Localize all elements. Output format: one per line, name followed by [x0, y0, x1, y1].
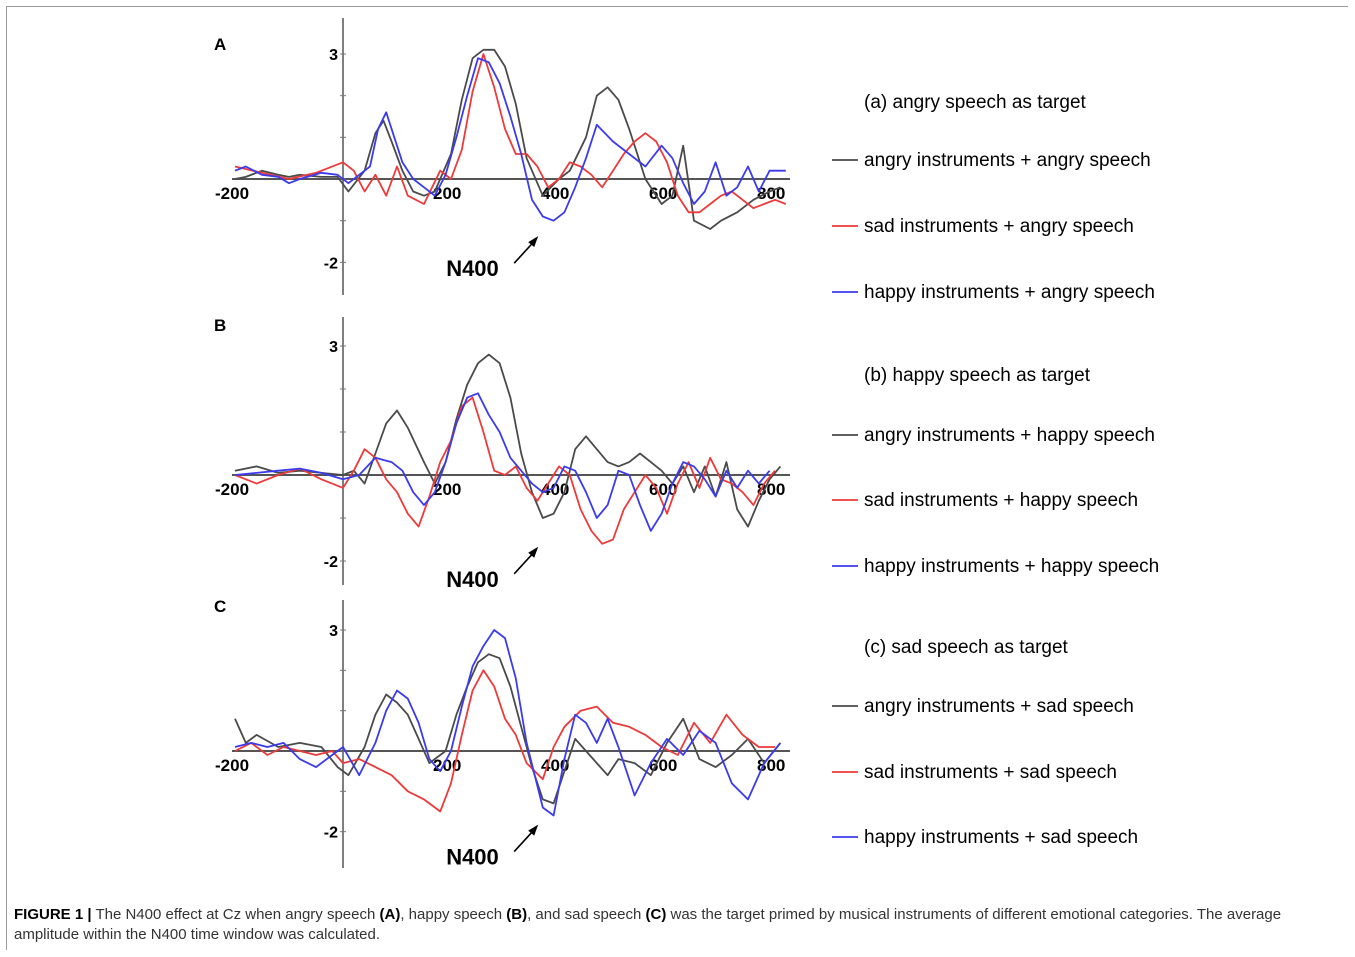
legend-label: sad instruments + sad speech: [864, 762, 1117, 783]
y-tick-label: -2: [324, 554, 338, 571]
y-tick-label: 3: [329, 339, 338, 356]
legend-label: angry instruments + happy speech: [864, 425, 1155, 446]
n400-annotation: N400: [446, 256, 499, 281]
caption-text: The N400 effect at Cz when angry speech: [91, 906, 380, 923]
legend-label: happy instruments + angry speech: [864, 282, 1155, 303]
caption-panel-ref: (B): [506, 906, 528, 923]
caption-text: was the target primed by musical instrum…: [14, 906, 1282, 943]
n400-annotation: N400: [446, 845, 499, 870]
series-line-happy: [234, 392, 771, 532]
n400-arrow-head: [528, 824, 539, 836]
n400-arrow-head: [528, 236, 539, 248]
x-tick-label: -200: [215, 756, 249, 775]
y-tick-label: 3: [329, 623, 338, 640]
legend-label: angry instruments + angry speech: [864, 150, 1151, 171]
x-tick-label: 600: [649, 480, 677, 499]
y-tick-label: -2: [324, 825, 338, 842]
series-line-sad: [234, 53, 787, 214]
figure-canvas: A 3 -2 -200 200 400 600 800 N400 (a) angry speech…: [214, 18, 1159, 870]
n400-annotation: N400: [446, 567, 499, 592]
y-tick-label: 3: [329, 47, 338, 64]
legend-title: (b) happy speech as target: [864, 365, 1091, 386]
series-line-happy: [234, 629, 782, 817]
figure-caption: FIGURE 1 | The N400 effect at Cz when an…: [14, 905, 1334, 945]
legend-title: (a) angry speech as target: [864, 92, 1087, 113]
series-line-angry: [234, 48, 781, 230]
x-tick-label: 800: [757, 756, 785, 775]
x-tick-label: -200: [215, 184, 249, 203]
caption-text: , happy speech: [400, 906, 507, 923]
y-tick-label: -2: [324, 255, 338, 272]
series-line-happy: [234, 57, 786, 222]
n400-arrow-head: [528, 546, 539, 558]
caption-panel-ref: (C): [645, 906, 667, 923]
caption-panel-ref: (A): [379, 906, 401, 923]
legend-label: happy instruments + sad speech: [864, 827, 1138, 848]
series-line-angry: [234, 353, 782, 528]
legend-label: angry instruments + sad speech: [864, 696, 1134, 717]
legend-label: happy instruments + happy speech: [864, 556, 1159, 577]
series-line-sad: [234, 396, 776, 545]
x-tick-label: 200: [433, 184, 461, 203]
caption-text: , and sad speech: [527, 906, 646, 923]
x-tick-label: 400: [541, 184, 569, 203]
x-tick-label: 600: [649, 756, 677, 775]
figure-frame: [6, 6, 1348, 950]
legend-label: sad instruments + happy speech: [864, 490, 1138, 511]
x-tick-label: -200: [215, 480, 249, 499]
legend-label: sad instruments + angry speech: [864, 216, 1134, 237]
x-tick-label: 200: [433, 480, 461, 499]
panel-letter-C: C: [214, 597, 226, 616]
series-line-sad: [234, 669, 775, 813]
series-line-angry: [234, 653, 782, 805]
caption-figure-label: FIGURE 1 |: [14, 906, 92, 923]
panel-letter-A: A: [214, 35, 226, 54]
panel-letter-B: B: [214, 316, 226, 335]
legend-title: (c) sad speech as target: [864, 637, 1069, 658]
